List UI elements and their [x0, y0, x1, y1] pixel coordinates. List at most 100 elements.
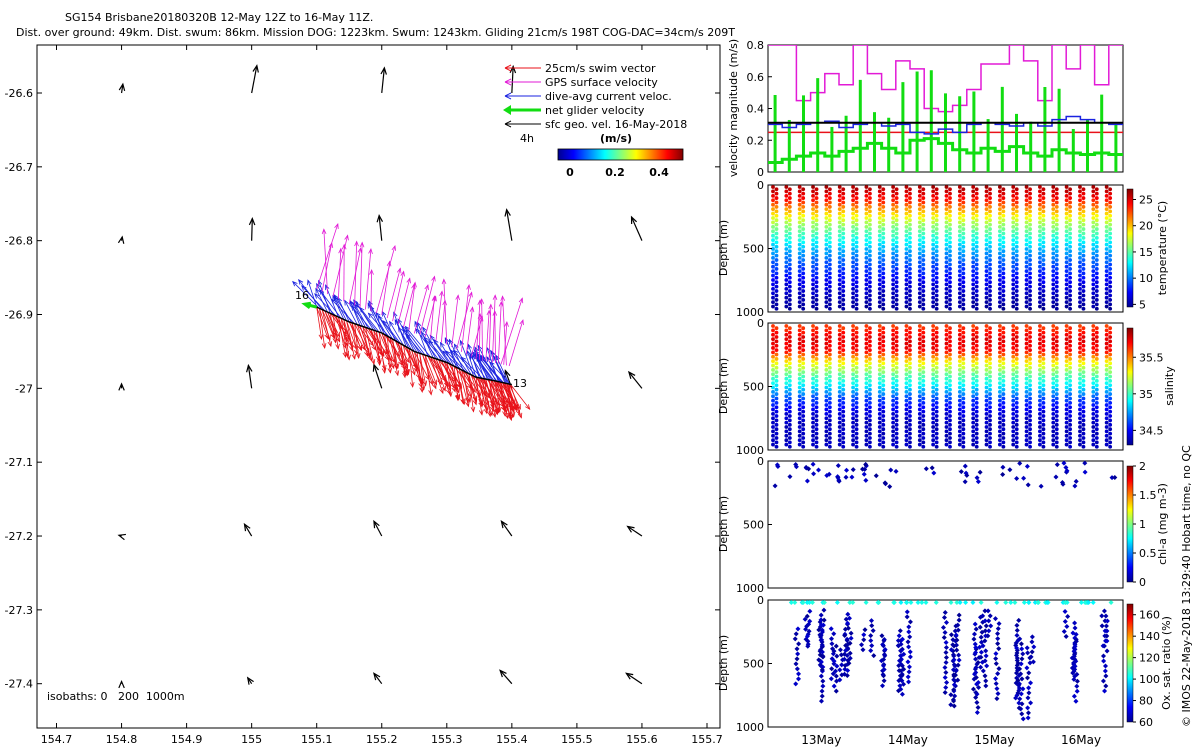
profile-point	[1001, 392, 1005, 396]
profile-point	[1082, 267, 1086, 271]
profile-point	[961, 348, 965, 352]
profile-point	[1095, 302, 1099, 306]
profile-point	[1108, 209, 1112, 213]
profile-point	[815, 205, 819, 209]
profile-point	[948, 223, 952, 227]
profile-point	[828, 388, 832, 392]
profile-point	[998, 372, 1002, 376]
profile-point	[798, 265, 802, 269]
profile-point	[1025, 296, 1029, 300]
profile-point	[771, 283, 775, 287]
profile-point	[1078, 216, 1082, 220]
profile-point	[838, 256, 842, 260]
profile-point	[1038, 399, 1042, 403]
profile-point	[775, 267, 779, 271]
profile-point	[868, 294, 872, 298]
profile-point	[851, 221, 855, 225]
profile-point	[1042, 267, 1046, 271]
profile-point	[905, 434, 909, 438]
profile-point	[1065, 274, 1069, 278]
profile-point	[788, 254, 792, 258]
profile-point	[971, 430, 975, 434]
profile-point	[961, 331, 965, 335]
profile-point	[1068, 366, 1072, 370]
profile-point	[891, 342, 895, 346]
profile-point	[1011, 287, 1015, 291]
profile-point	[868, 223, 872, 227]
profile-point	[945, 252, 949, 256]
profile-point	[1011, 421, 1015, 425]
profile-point	[784, 368, 788, 372]
profile-point	[798, 346, 802, 350]
profile-point	[945, 337, 949, 341]
profile-point	[788, 353, 792, 357]
profile-point	[824, 403, 828, 407]
profile-point	[975, 307, 979, 311]
profile-point	[918, 372, 922, 376]
profile-point	[811, 416, 815, 420]
profile-point	[1055, 326, 1059, 330]
profile-point	[1095, 209, 1099, 213]
profile-point	[828, 298, 832, 302]
profile-point	[921, 263, 925, 267]
profile-point	[975, 414, 979, 418]
profile-point	[998, 278, 1002, 282]
profile-point	[988, 401, 992, 405]
profile-point	[931, 260, 935, 264]
profile-point	[771, 364, 775, 368]
profile-point	[988, 375, 992, 379]
profile-point	[1108, 366, 1112, 370]
profile-point	[1082, 361, 1086, 365]
profile-point	[891, 408, 895, 412]
profile-point	[865, 390, 869, 394]
profile-point	[921, 353, 925, 357]
profile-point	[868, 192, 872, 196]
profile-point	[771, 300, 775, 304]
profile-point	[1091, 328, 1095, 332]
profile-point	[881, 302, 885, 306]
profile-point	[905, 342, 909, 346]
profile-point	[798, 390, 802, 394]
profile-point	[948, 401, 952, 405]
profile-point	[958, 377, 962, 381]
profile-point	[975, 401, 979, 405]
profile-point	[988, 427, 992, 431]
profile-point	[855, 280, 859, 284]
profile-point	[1082, 285, 1086, 289]
profile-point	[1042, 192, 1046, 196]
profile-point	[798, 198, 802, 202]
profile-point	[1001, 192, 1005, 196]
profile-point	[811, 203, 815, 207]
profile-point	[1068, 383, 1072, 387]
profile-point	[878, 416, 882, 420]
profile-point	[775, 344, 779, 348]
profile-point	[961, 289, 965, 293]
profile-point	[855, 339, 859, 343]
profile-point	[931, 207, 935, 211]
profile-point	[798, 443, 802, 447]
profile-point	[1055, 209, 1059, 213]
profile-point	[1095, 249, 1099, 253]
profile-point	[801, 427, 805, 431]
profile-point	[775, 196, 779, 200]
profile-point	[1065, 324, 1069, 328]
profile-point	[881, 218, 885, 222]
profile-point	[891, 333, 895, 337]
profile-point	[851, 425, 855, 429]
profile-point	[881, 201, 885, 205]
profile-point	[868, 302, 872, 306]
profile-point	[971, 194, 975, 198]
profile-point	[801, 335, 805, 339]
profile-point	[828, 405, 832, 409]
profile-point	[841, 344, 845, 348]
profile-point	[798, 234, 802, 238]
profile-point	[784, 287, 788, 291]
profile-point	[775, 294, 779, 298]
profile-point	[988, 263, 992, 267]
profile-point	[855, 423, 859, 427]
profile-point	[811, 234, 815, 238]
profile-point	[868, 405, 872, 409]
profile-point	[824, 324, 828, 328]
profile-point	[824, 252, 828, 256]
profile-point	[784, 425, 788, 429]
